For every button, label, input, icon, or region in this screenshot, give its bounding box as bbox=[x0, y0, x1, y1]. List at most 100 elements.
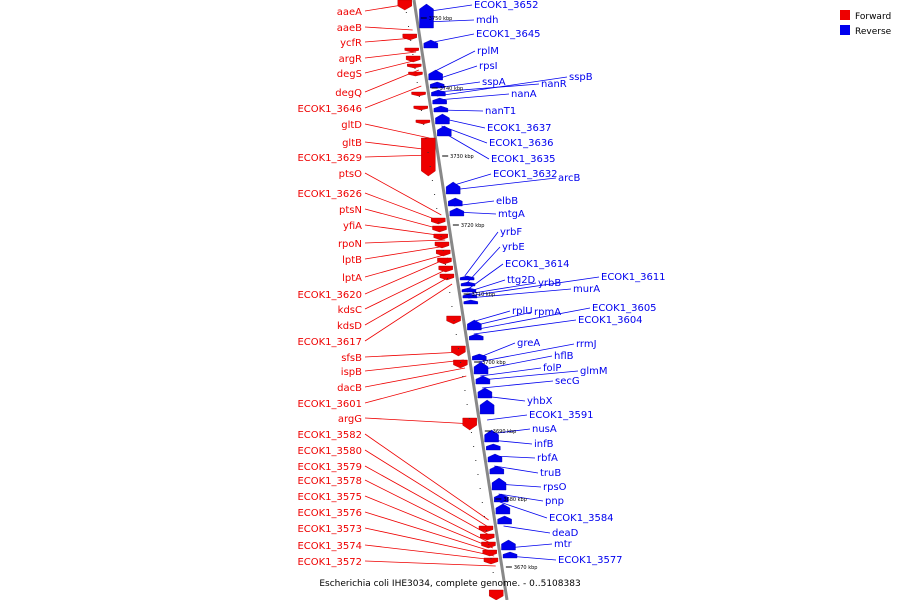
forward-gene-label[interactable]: lptB bbox=[342, 255, 362, 266]
reverse-gene bbox=[433, 105, 449, 113]
reverse-gene-label[interactable]: ECOK1_3635 bbox=[491, 154, 556, 165]
reverse-gene-label[interactable]: ECOK1_3645 bbox=[476, 29, 541, 40]
reverse-gene-label[interactable]: infB bbox=[534, 439, 554, 450]
reverse-gene-label[interactable]: hflB bbox=[554, 351, 574, 362]
reverse-gene-label[interactable]: ECOK1_3577 bbox=[558, 555, 623, 566]
reverse-gene-label[interactable]: nusA bbox=[532, 424, 557, 435]
reverse-gene-label[interactable]: rrmJ bbox=[576, 339, 597, 350]
reverse-gene-label[interactable]: nanA bbox=[511, 89, 537, 100]
forward-gene-label[interactable]: ECOK1_3629 bbox=[297, 153, 362, 164]
reverse-gene-label[interactable]: mdh bbox=[476, 15, 498, 26]
forward-connector bbox=[364, 351, 463, 358]
reverse-gene-label[interactable]: mtr bbox=[554, 539, 573, 550]
reverse-gene-label[interactable]: ECOK1_3591 bbox=[529, 410, 594, 421]
reverse-gene-label[interactable]: rpmA bbox=[534, 307, 561, 318]
reverse-gene-label[interactable]: arcB bbox=[558, 173, 581, 184]
reverse-gene-label[interactable]: ECOK1_3604 bbox=[578, 315, 643, 326]
reverse-gene-label[interactable]: ECOK1_3637 bbox=[487, 123, 552, 134]
tick-label: 3690 kbp bbox=[493, 429, 517, 435]
reverse-gene-label[interactable]: yrbB bbox=[538, 278, 561, 289]
reverse-gene-label[interactable]: mtgA bbox=[498, 209, 525, 220]
forward-gene-label[interactable]: ptsN bbox=[339, 205, 362, 216]
forward-gene-label[interactable]: argG bbox=[338, 414, 362, 425]
reverse-gene-label[interactable]: truB bbox=[540, 468, 561, 479]
reverse-gene-label[interactable]: rplM bbox=[477, 46, 499, 57]
forward-gene bbox=[478, 525, 494, 533]
reverse-gene-label[interactable]: ECOK1_3652 bbox=[474, 0, 539, 11]
forward-gene-label[interactable]: ECOK1_3582 bbox=[297, 430, 362, 441]
genome-caption: Escherichia coli IHE3034, complete genom… bbox=[319, 579, 581, 589]
reverse-gene-label[interactable]: ttg2D bbox=[507, 275, 536, 286]
reverse-gene-label[interactable]: rplU bbox=[512, 306, 533, 317]
forward-gene-label[interactable]: sfsB bbox=[341, 353, 362, 364]
forward-gene-label[interactable]: kdsC bbox=[338, 305, 362, 316]
reverse-gene-label[interactable]: secG bbox=[555, 376, 580, 387]
reverse-gene-label[interactable]: greA bbox=[517, 338, 540, 349]
reverse-gene bbox=[429, 81, 445, 89]
reverse-gene-label[interactable]: pnp bbox=[545, 496, 564, 507]
reverse-gene-label[interactable]: nanR bbox=[541, 79, 567, 90]
reverse-connector bbox=[450, 173, 492, 187]
legend-swatch bbox=[840, 10, 850, 20]
forward-gene-label[interactable]: degS bbox=[337, 69, 362, 80]
reverse-gene-label[interactable]: ECOK1_3584 bbox=[549, 513, 614, 524]
backbone-dot bbox=[405, 12, 407, 13]
reverse-gene-label[interactable]: ECOK1_3632 bbox=[493, 169, 558, 180]
reverse-gene-label[interactable]: yhbX bbox=[527, 396, 553, 407]
forward-gene-label[interactable]: ECOK1_3575 bbox=[297, 492, 362, 503]
forward-gene-label[interactable]: ECOK1_3579 bbox=[297, 462, 362, 473]
reverse-gene-label[interactable]: glmM bbox=[580, 366, 608, 377]
forward-gene-label[interactable]: ECOK1_3574 bbox=[297, 541, 362, 552]
forward-gene-label[interactable]: ECOK1_3573 bbox=[297, 524, 362, 535]
forward-gene-label[interactable]: yfiA bbox=[343, 221, 362, 232]
tick-label: 3730 kbp bbox=[450, 154, 474, 160]
reverse-gene-label[interactable]: sspB bbox=[569, 72, 593, 83]
reverse-gene-label[interactable]: ECOK1_3636 bbox=[489, 138, 554, 149]
reverse-gene bbox=[462, 293, 478, 299]
forward-gene-label[interactable]: ECOK1_3646 bbox=[297, 104, 362, 115]
reverse-gene-label[interactable]: rbfA bbox=[537, 453, 558, 464]
reverse-connector bbox=[499, 501, 548, 519]
reverse-connector bbox=[478, 343, 575, 363]
reverse-connector bbox=[436, 83, 540, 93]
forward-gene-label[interactable]: gltB bbox=[342, 138, 362, 149]
forward-gene-label[interactable]: dacB bbox=[337, 383, 362, 394]
forward-gene bbox=[489, 589, 504, 600]
forward-connector bbox=[364, 465, 492, 537]
forward-gene-label[interactable]: ECOK1_3578 bbox=[297, 476, 362, 487]
reverse-gene-label[interactable]: rpsI bbox=[479, 61, 498, 72]
reverse-gene-label[interactable]: murA bbox=[573, 284, 600, 295]
forward-gene-label[interactable]: ycfR bbox=[340, 38, 362, 49]
backbone-dot bbox=[421, 110, 423, 111]
forward-gene-label[interactable]: ECOK1_3617 bbox=[297, 337, 362, 348]
forward-gene-label[interactable]: ispB bbox=[341, 367, 362, 378]
forward-gene-label[interactable]: ECOK1_3576 bbox=[297, 508, 362, 519]
forward-gene-label[interactable]: ECOK1_3572 bbox=[297, 557, 362, 568]
reverse-gene-label[interactable]: ECOK1_3614 bbox=[505, 259, 570, 270]
reverse-gene-label[interactable]: ECOK1_3605 bbox=[592, 303, 657, 314]
forward-gene-label[interactable]: ECOK1_3601 bbox=[297, 399, 362, 410]
forward-gene-label[interactable]: aaeB bbox=[337, 23, 362, 34]
reverse-gene-label[interactable]: yrbE bbox=[502, 242, 525, 253]
reverse-gene-label[interactable]: folP bbox=[543, 363, 561, 374]
forward-gene-label[interactable]: ECOK1_3580 bbox=[297, 446, 362, 457]
forward-gene bbox=[480, 533, 495, 541]
forward-gene-label[interactable]: argR bbox=[339, 54, 362, 65]
forward-gene-label[interactable]: kdsD bbox=[337, 321, 362, 332]
reverse-gene-label[interactable]: deaD bbox=[552, 528, 579, 539]
reverse-gene-label[interactable]: sspA bbox=[482, 77, 506, 88]
forward-gene-label[interactable]: rpoN bbox=[338, 239, 362, 250]
reverse-gene-label[interactable]: ECOK1_3611 bbox=[601, 272, 666, 283]
reverse-gene-label[interactable]: rpsO bbox=[543, 482, 567, 493]
forward-gene-label[interactable]: aaeA bbox=[337, 7, 362, 18]
reverse-gene-label[interactable]: nanT1 bbox=[485, 106, 516, 117]
forward-gene-label[interactable]: gltD bbox=[341, 120, 362, 131]
reverse-gene-label[interactable]: elbB bbox=[496, 196, 518, 207]
forward-gene-label[interactable]: degQ bbox=[335, 88, 362, 99]
forward-gene-label[interactable]: ECOK1_3620 bbox=[297, 290, 362, 301]
forward-gene-label[interactable]: ptsO bbox=[339, 169, 362, 180]
reverse-gene-label[interactable]: yrbF bbox=[500, 227, 522, 238]
forward-gene-label[interactable]: lptA bbox=[342, 273, 362, 284]
forward-gene-label[interactable]: ECOK1_3626 bbox=[297, 189, 362, 200]
legend-label: Reverse bbox=[855, 27, 892, 37]
